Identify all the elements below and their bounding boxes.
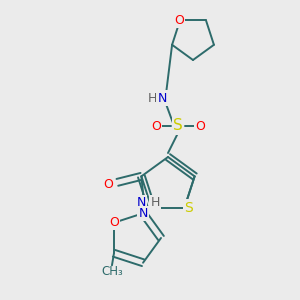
Text: H: H xyxy=(147,92,157,104)
Text: S: S xyxy=(173,118,183,134)
Text: O: O xyxy=(174,14,184,27)
Text: CH₃: CH₃ xyxy=(101,265,123,278)
Text: N: N xyxy=(138,207,148,220)
Text: S: S xyxy=(184,201,193,215)
Text: N: N xyxy=(157,92,167,104)
Text: O: O xyxy=(103,178,113,191)
Text: O: O xyxy=(109,216,119,229)
Text: O: O xyxy=(195,119,205,133)
Text: N: N xyxy=(137,196,146,209)
Text: H: H xyxy=(151,196,160,209)
Text: O: O xyxy=(151,119,161,133)
